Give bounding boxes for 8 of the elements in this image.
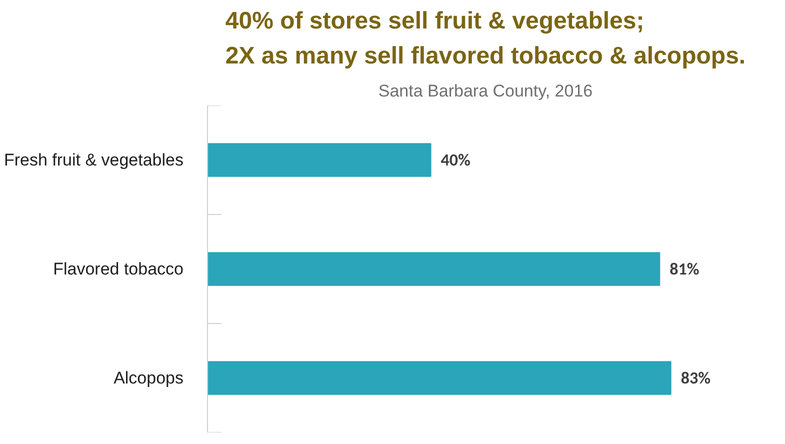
y-tick-label: Flavored tobacco bbox=[53, 260, 184, 278]
y-tick-label: Fresh fruit & vegetables bbox=[4, 150, 184, 170]
chart-subtitle: Santa Barbara County, 2016 bbox=[378, 82, 593, 100]
data-label: 40% bbox=[440, 150, 470, 170]
data-label: 83% bbox=[680, 368, 710, 388]
data-label: 81% bbox=[670, 258, 700, 280]
y-tick-label: Alcopops bbox=[114, 368, 184, 388]
chart-title: 40% of stores sell fruit & vegetables; 2X as many sell flavored tobacco & alcopops. bbox=[225, 7, 746, 70]
